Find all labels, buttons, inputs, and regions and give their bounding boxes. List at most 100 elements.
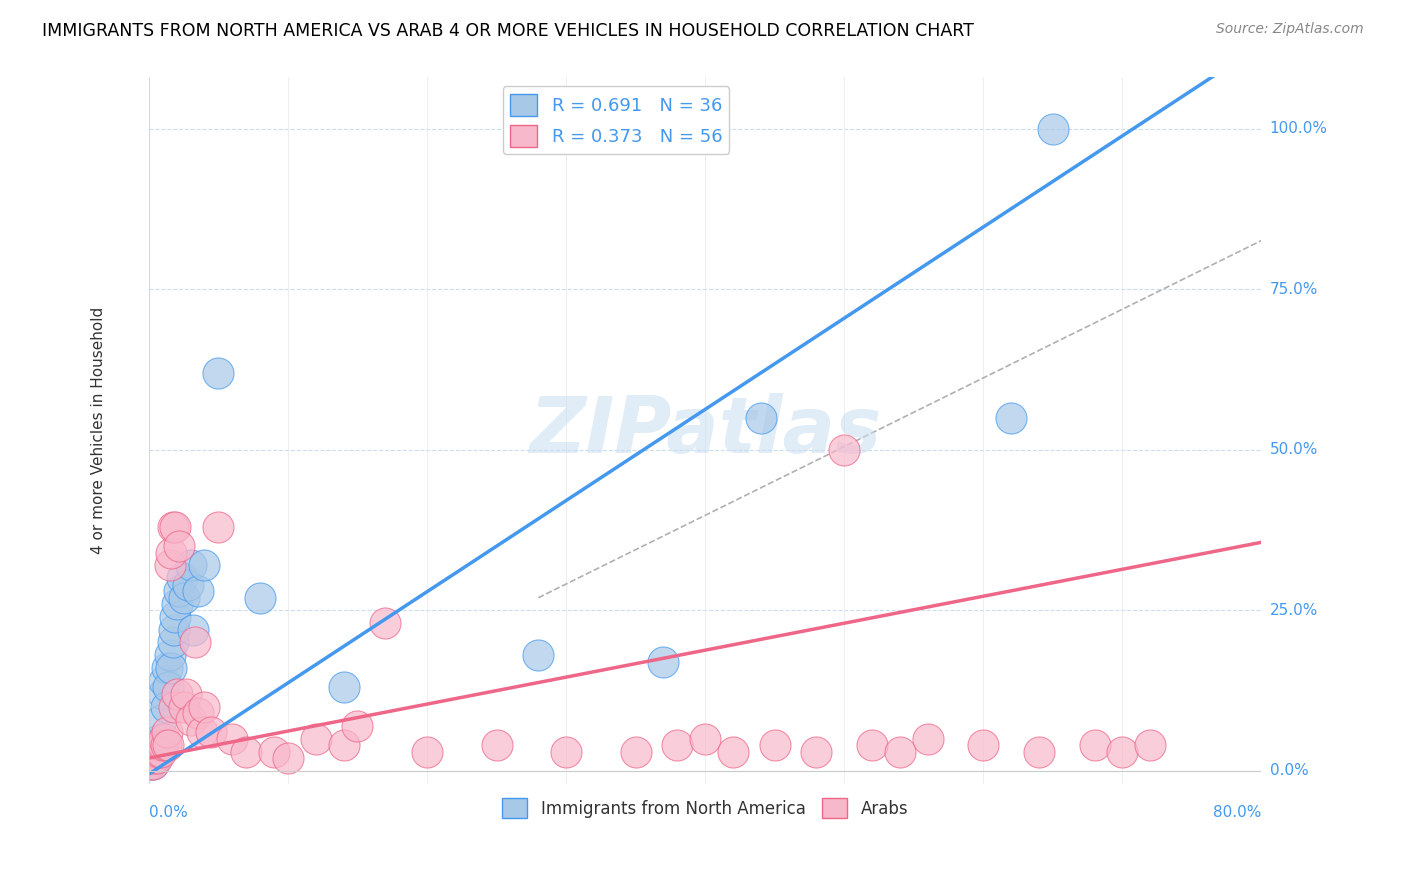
- Point: [150, 745, 173, 759]
- Text: 0.0%: 0.0%: [149, 805, 187, 820]
- Point: [146, 751, 169, 765]
- Point: [1083, 738, 1105, 752]
- Point: [305, 731, 328, 746]
- Point: [485, 738, 508, 752]
- Point: [166, 597, 188, 611]
- Point: [145, 745, 167, 759]
- Point: [332, 738, 354, 752]
- Point: [277, 751, 299, 765]
- Text: 4 or more Vehicles in Household: 4 or more Vehicles in Household: [91, 307, 107, 554]
- Point: [235, 745, 257, 759]
- Point: [169, 539, 191, 553]
- Point: [148, 745, 170, 759]
- Point: [156, 725, 179, 739]
- Point: [150, 713, 173, 727]
- Point: [152, 738, 174, 752]
- Point: [163, 623, 186, 637]
- Point: [186, 584, 208, 599]
- Point: [346, 719, 368, 733]
- Point: [143, 751, 166, 765]
- Point: [142, 757, 165, 772]
- Point: [555, 745, 578, 759]
- Point: [207, 366, 229, 380]
- Text: 75.0%: 75.0%: [1270, 282, 1317, 297]
- Legend: Immigrants from North America, Arabs: Immigrants from North America, Arabs: [495, 791, 915, 825]
- Point: [139, 757, 162, 772]
- Point: [157, 738, 180, 752]
- Point: [263, 745, 285, 759]
- Point: [972, 738, 994, 752]
- Point: [207, 520, 229, 534]
- Point: [163, 699, 186, 714]
- Point: [889, 745, 911, 759]
- Point: [180, 558, 202, 573]
- Point: [159, 558, 181, 573]
- Point: [721, 745, 744, 759]
- Point: [165, 609, 187, 624]
- Point: [249, 591, 271, 605]
- Point: [152, 687, 174, 701]
- Point: [1000, 410, 1022, 425]
- Point: [416, 745, 439, 759]
- Point: [143, 745, 166, 759]
- Point: [160, 545, 183, 559]
- Text: 100.0%: 100.0%: [1270, 121, 1327, 136]
- Point: [173, 699, 195, 714]
- Point: [200, 725, 222, 739]
- Point: [146, 738, 169, 752]
- Point: [806, 745, 828, 759]
- Point: [186, 706, 208, 720]
- Point: [666, 738, 689, 752]
- Point: [695, 731, 717, 746]
- Point: [1111, 745, 1133, 759]
- Point: [193, 558, 215, 573]
- Point: [190, 725, 212, 739]
- Point: [141, 751, 163, 765]
- Point: [332, 681, 354, 695]
- Text: ZIPatlas: ZIPatlas: [529, 392, 882, 468]
- Point: [153, 673, 176, 688]
- Point: [652, 655, 675, 669]
- Point: [221, 731, 243, 746]
- Point: [149, 738, 172, 752]
- Point: [763, 738, 786, 752]
- Point: [183, 623, 205, 637]
- Point: [1042, 121, 1064, 136]
- Point: [184, 635, 207, 649]
- Text: 80.0%: 80.0%: [1213, 805, 1261, 820]
- Point: [860, 738, 883, 752]
- Point: [145, 751, 167, 765]
- Point: [173, 591, 195, 605]
- Point: [142, 757, 165, 772]
- Point: [159, 648, 181, 663]
- Point: [1028, 745, 1050, 759]
- Point: [374, 616, 396, 631]
- Point: [155, 699, 177, 714]
- Text: 50.0%: 50.0%: [1270, 442, 1317, 458]
- Point: [177, 577, 200, 591]
- Point: [193, 699, 215, 714]
- Point: [749, 410, 772, 425]
- Point: [176, 687, 198, 701]
- Text: IMMIGRANTS FROM NORTH AMERICA VS ARAB 4 OR MORE VEHICLES IN HOUSEHOLD CORRELATIO: IMMIGRANTS FROM NORTH AMERICA VS ARAB 4 …: [42, 22, 974, 40]
- Point: [917, 731, 939, 746]
- Point: [153, 731, 176, 746]
- Point: [172, 571, 194, 585]
- Point: [141, 751, 163, 765]
- Point: [165, 520, 187, 534]
- Point: [156, 661, 179, 675]
- Point: [180, 713, 202, 727]
- Point: [162, 635, 184, 649]
- Text: 0.0%: 0.0%: [1270, 764, 1309, 779]
- Point: [155, 738, 177, 752]
- Text: Source: ZipAtlas.com: Source: ZipAtlas.com: [1216, 22, 1364, 37]
- Point: [160, 661, 183, 675]
- Point: [166, 687, 188, 701]
- Point: [149, 731, 172, 746]
- Point: [162, 520, 184, 534]
- Point: [139, 757, 162, 772]
- Point: [624, 745, 647, 759]
- Point: [148, 745, 170, 759]
- Point: [1139, 738, 1161, 752]
- Point: [157, 681, 180, 695]
